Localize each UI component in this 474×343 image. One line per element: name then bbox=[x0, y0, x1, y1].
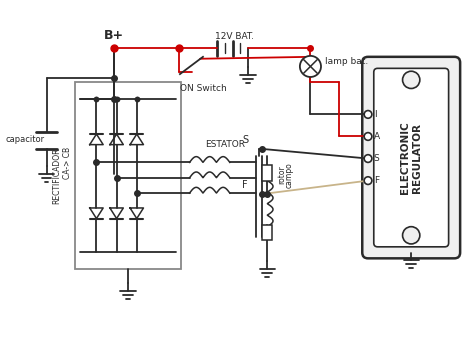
Text: I: I bbox=[374, 110, 376, 119]
Text: capacitor: capacitor bbox=[6, 135, 45, 144]
Bar bbox=[263, 225, 272, 240]
Text: RECTIFICADOR
CA-> CB: RECTIFICADOR CA-> CB bbox=[52, 147, 72, 204]
Text: F: F bbox=[374, 176, 379, 185]
Text: ELECTRONIC
REGULATOR: ELECTRONIC REGULATOR bbox=[401, 121, 422, 194]
Text: B+: B+ bbox=[104, 29, 124, 43]
FancyBboxPatch shape bbox=[362, 57, 460, 258]
Text: ESTATOR: ESTATOR bbox=[205, 140, 245, 149]
Text: campo: campo bbox=[284, 162, 293, 188]
Circle shape bbox=[364, 133, 372, 140]
Circle shape bbox=[402, 71, 420, 88]
Text: A: A bbox=[374, 132, 380, 141]
Text: lamp bat.: lamp bat. bbox=[325, 57, 368, 66]
Circle shape bbox=[364, 155, 372, 162]
Text: 12V BAT.: 12V BAT. bbox=[215, 32, 254, 40]
Text: S: S bbox=[242, 135, 248, 145]
Circle shape bbox=[364, 110, 372, 118]
Bar bbox=[263, 165, 272, 181]
Text: rotor: rotor bbox=[277, 165, 286, 184]
FancyBboxPatch shape bbox=[374, 68, 448, 247]
Circle shape bbox=[402, 227, 420, 244]
Circle shape bbox=[364, 177, 372, 185]
Text: S: S bbox=[374, 154, 380, 163]
Bar bbox=[75, 82, 181, 269]
Circle shape bbox=[300, 56, 321, 77]
Text: F: F bbox=[242, 180, 248, 190]
Text: ON Switch: ON Switch bbox=[180, 84, 227, 93]
